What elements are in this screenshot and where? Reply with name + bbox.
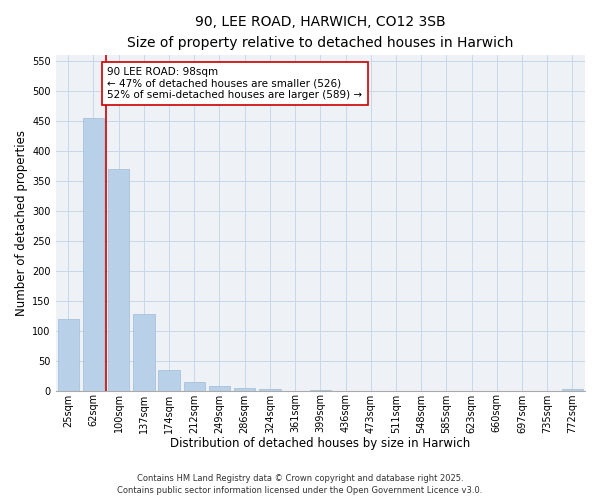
Y-axis label: Number of detached properties: Number of detached properties	[15, 130, 28, 316]
Bar	[234, 388, 256, 390]
Bar	[184, 382, 205, 390]
Bar	[108, 169, 130, 390]
Bar	[259, 389, 281, 390]
Bar	[133, 314, 155, 390]
Title: 90, LEE ROAD, HARWICH, CO12 3SB
Size of property relative to detached houses in : 90, LEE ROAD, HARWICH, CO12 3SB Size of …	[127, 15, 514, 50]
Text: 90 LEE ROAD: 98sqm
← 47% of detached houses are smaller (526)
52% of semi-detach: 90 LEE ROAD: 98sqm ← 47% of detached hou…	[107, 67, 362, 100]
Bar	[158, 370, 180, 390]
Bar	[58, 318, 79, 390]
X-axis label: Distribution of detached houses by size in Harwich: Distribution of detached houses by size …	[170, 437, 470, 450]
Bar	[83, 118, 104, 390]
Bar	[209, 386, 230, 390]
Text: Contains HM Land Registry data © Crown copyright and database right 2025.
Contai: Contains HM Land Registry data © Crown c…	[118, 474, 482, 495]
